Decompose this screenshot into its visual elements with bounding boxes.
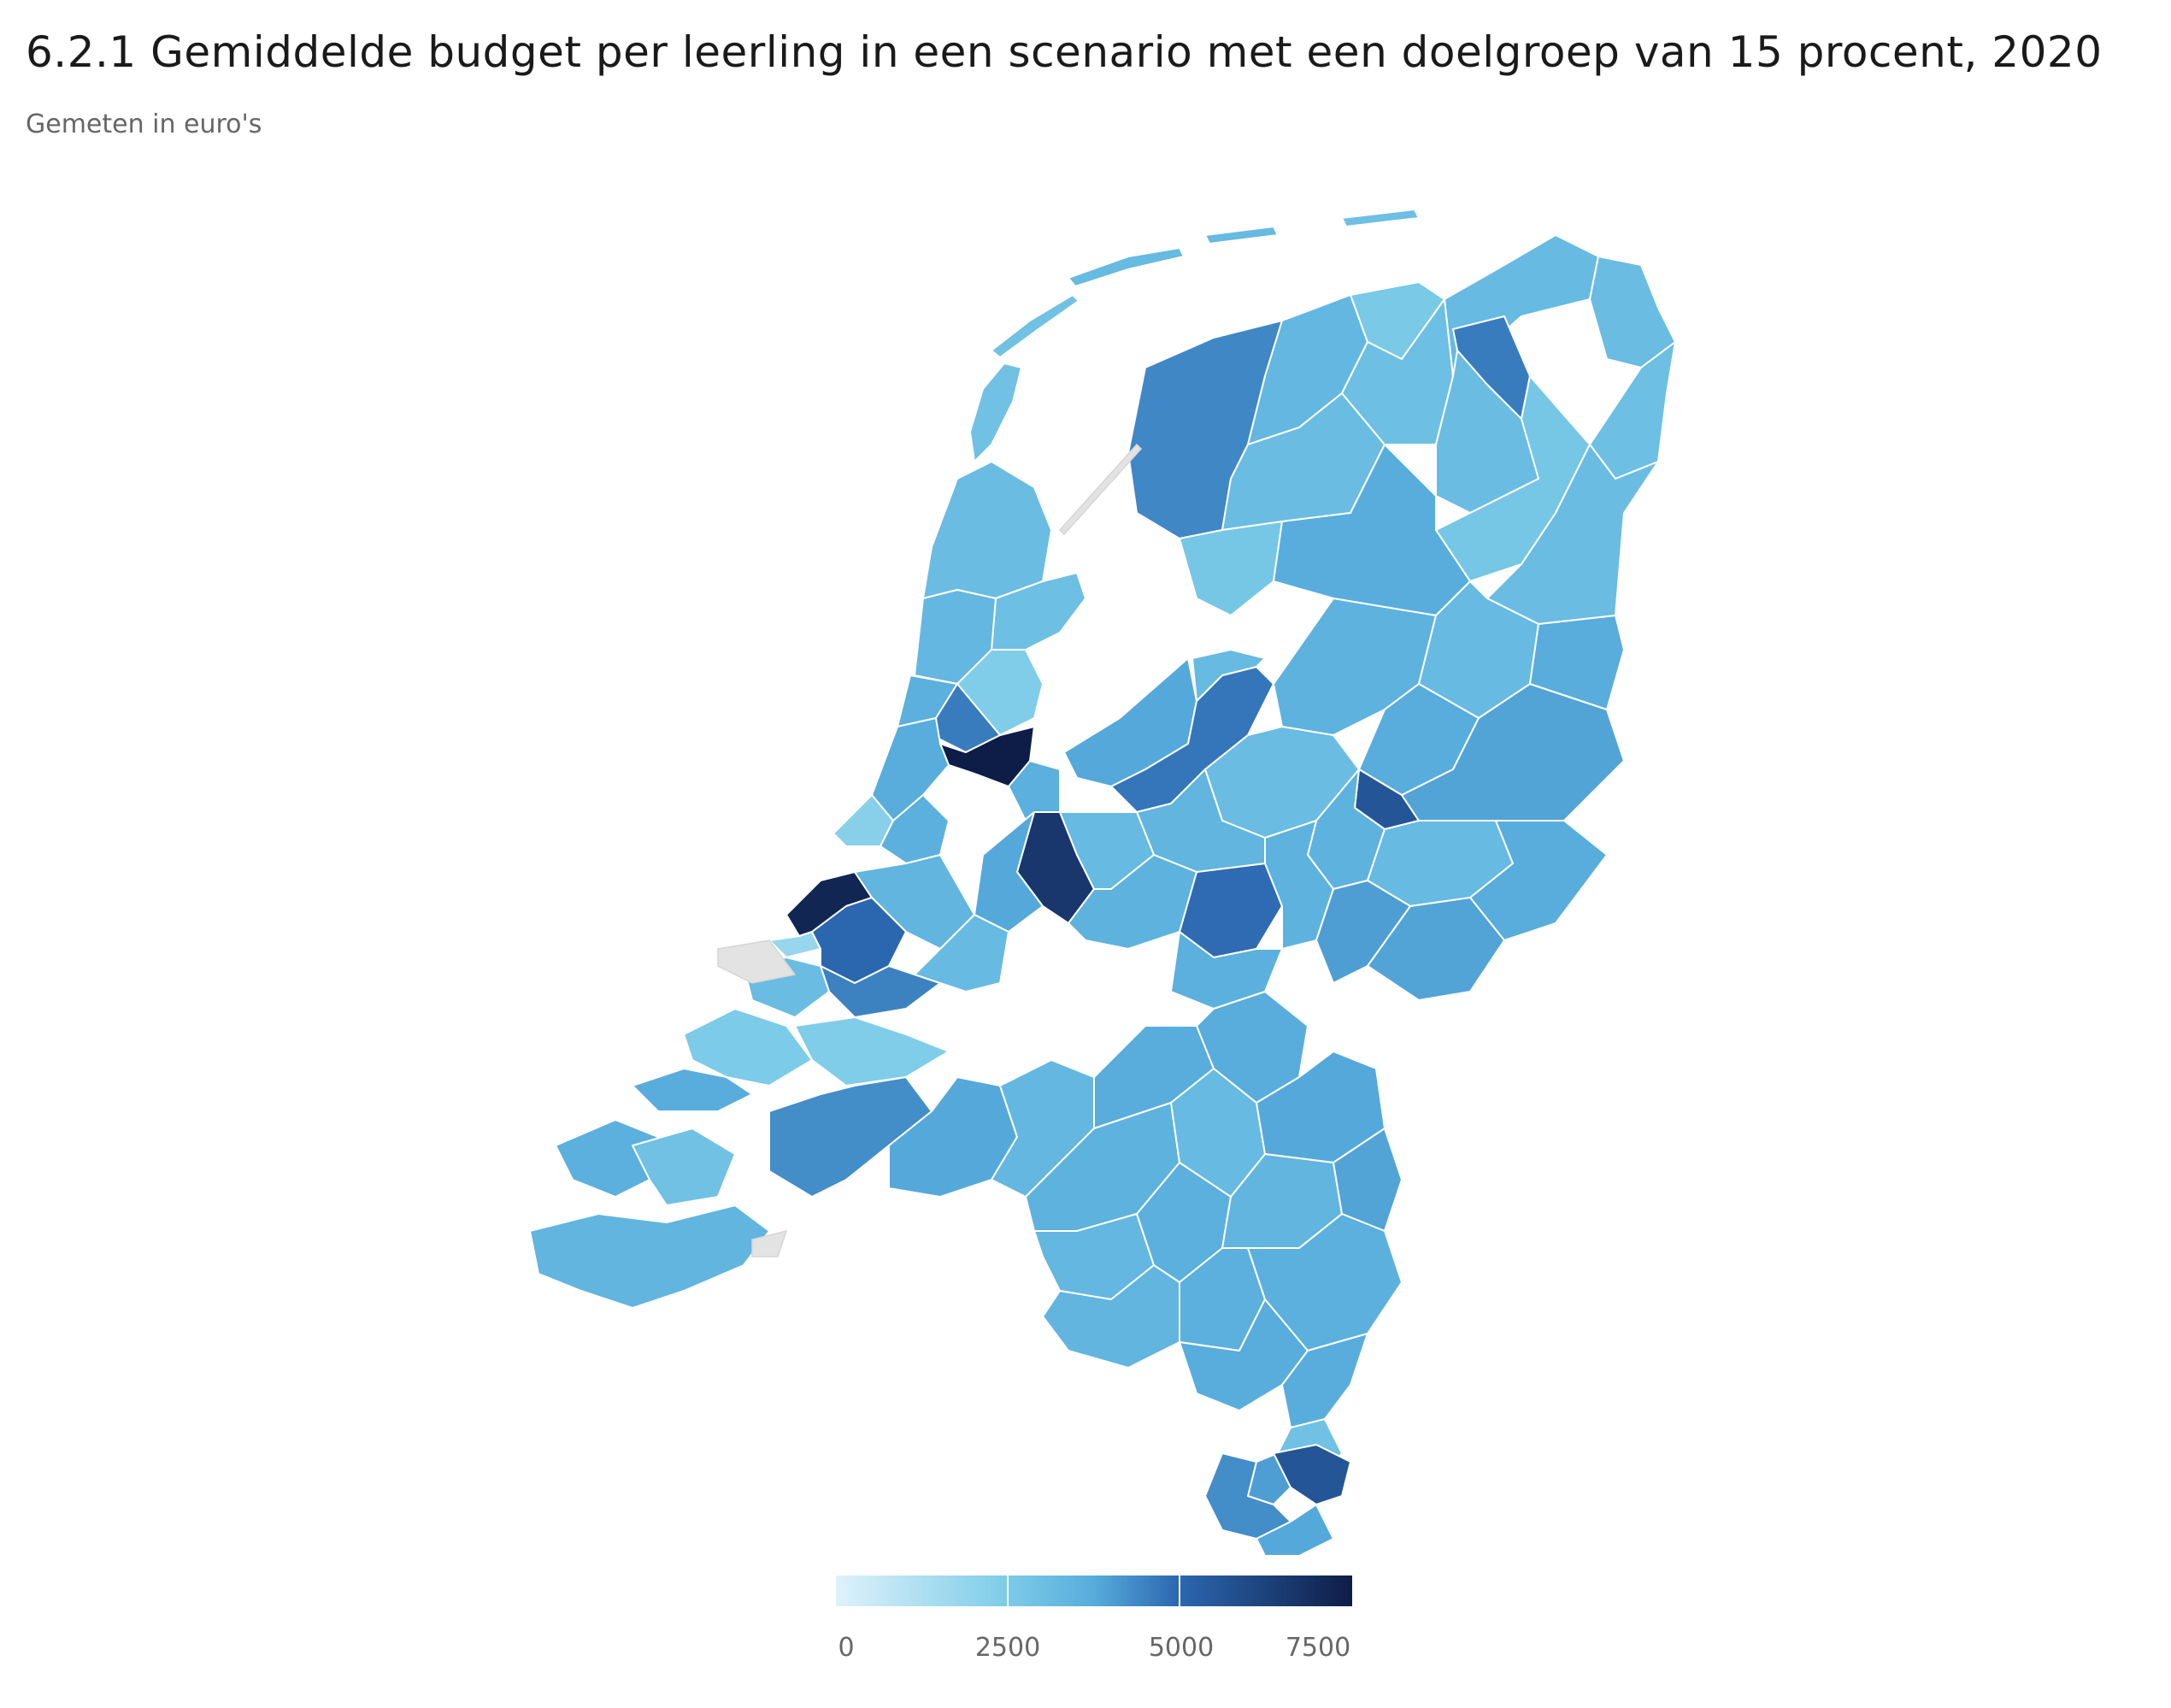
legend-label-2500: 2500	[975, 1633, 1040, 1663]
water-bodies	[717, 443, 1143, 1257]
haringvliet	[717, 939, 797, 984]
region-r87[interactable]	[1273, 1444, 1351, 1505]
region-r53[interactable]	[833, 794, 894, 847]
region-r15v[interactable]	[1435, 375, 1591, 582]
island-terschelling	[1068, 247, 1185, 287]
region-r89[interactable]	[1256, 1504, 1334, 1557]
legend-label-7500: 7500	[1286, 1633, 1350, 1663]
island-vlieland	[991, 294, 1080, 358]
chart-subtitle: Gemeten in euro's	[26, 109, 262, 139]
region-r63[interactable]	[794, 1016, 950, 1087]
chart-title: 6.2.1 Gemiddelde budget per leerling in …	[26, 27, 2103, 77]
island-ameland	[1204, 226, 1279, 244]
region-r64[interactable]	[632, 1068, 753, 1112]
wadden-islands	[969, 209, 1420, 462]
region-r17v[interactable]	[1273, 444, 1471, 616]
region-r48[interactable]	[1170, 931, 1283, 1010]
island-schiermonnikoog	[1341, 209, 1420, 227]
region-r47[interactable]	[1367, 897, 1505, 1001]
region-r60[interactable]	[914, 914, 1009, 992]
region-r11[interactable]	[1589, 256, 1676, 368]
region-r29[interactable]	[1008, 760, 1061, 822]
region-r45[interactable]	[1264, 820, 1334, 950]
region-r42[interactable]	[1469, 820, 1608, 941]
region-r51[interactable]	[1068, 854, 1197, 950]
ijsselmeer-dike	[1058, 443, 1143, 536]
region-r38[interactable]	[1529, 615, 1625, 710]
legend-gradient-bar	[836, 1575, 1352, 1606]
legend-label-0: 0	[838, 1633, 854, 1663]
island-texel	[969, 362, 1022, 462]
region-r79[interactable]	[1333, 1128, 1403, 1232]
region-r62[interactable]	[683, 1008, 813, 1087]
region-r66[interactable]	[632, 1128, 736, 1206]
westerschelde	[751, 1229, 788, 1257]
region-r32[interactable]	[1191, 649, 1266, 702]
region-r67[interactable]	[529, 1204, 770, 1309]
regions	[529, 234, 1676, 1557]
legend-label-5000: 5000	[1149, 1633, 1214, 1663]
